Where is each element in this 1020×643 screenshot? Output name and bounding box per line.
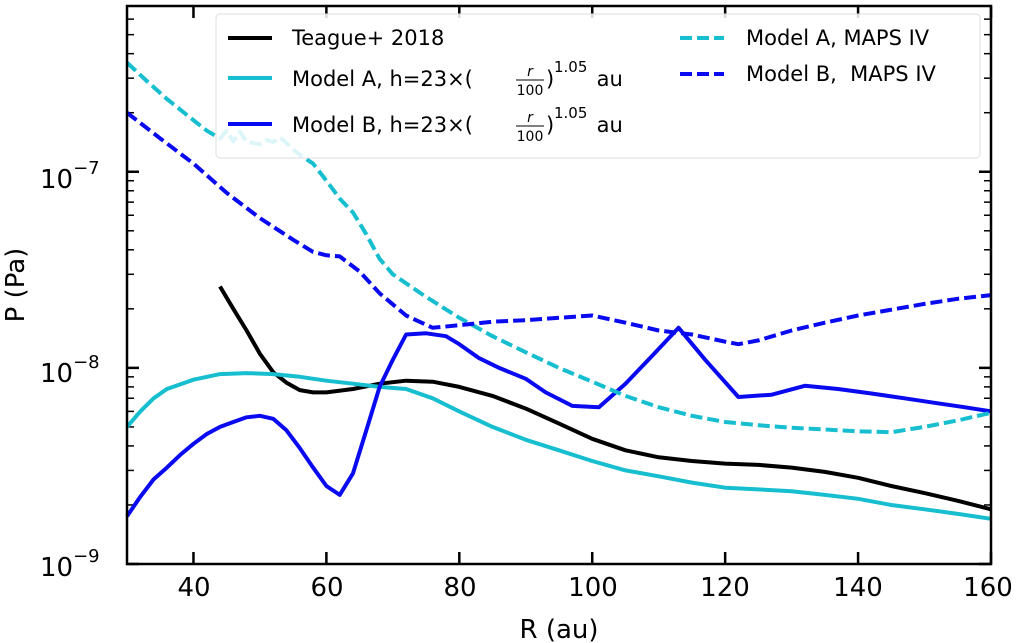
legend-label-model-b-maps: Model B, MAPS IV [746,62,937,86]
series-line-2 [125,325,992,518]
legend-exp-b: 1.05 [554,104,587,122]
x-tick-label: 140 [833,573,883,603]
x-tick-label: 120 [700,573,750,603]
legend-label-model-a-suffix: au [590,67,623,91]
legend-frac-num-b: r [527,110,534,126]
legend-exp-a: 1.05 [554,58,587,76]
plot-frame [125,4,993,566]
y-tick-label-1e-7: 10−7 [40,158,100,195]
legend-label-teague: Teague+ 2018 [291,26,444,50]
legend-box [215,13,981,159]
y-tick-label-1e-8: 10−8 [40,352,100,389]
legend-entry-model-a-maps: Model A, MAPS IV [680,26,930,50]
series-line-0 [218,285,992,512]
legend-entry-model-b: Model B, h=23×( r 100 ) 1.05 au [228,104,623,145]
series-line-4 [125,111,992,347]
legend-paren-b: ) [546,113,554,137]
legend-frac-den-a: 100 [517,83,544,99]
legend-label-model-a-prefix: Model A, h=23×( [292,67,473,91]
x-axis-label: R (au) [519,615,598,643]
legend-frac-num-a: r [527,64,534,80]
legend-label-model-b-suffix: au [590,113,623,137]
x-tick-label: 160 [963,573,1013,603]
y-axis-label: P (Pa) [1,248,31,323]
x-tick-label: 60 [310,573,343,603]
legend-entry-model-b-maps: Model B, MAPS IV [680,62,937,86]
x-tick-labels: 40 60 80 100 120 140 160 [177,573,1012,603]
legend-entry-teague: Teague+ 2018 [228,26,444,50]
series-line-1 [125,371,992,521]
legend-label-model-a-maps: Model A, MAPS IV [746,26,930,50]
legend-entry-model-a: Model A, h=23×( r 100 ) 1.05 au [228,58,623,99]
x-tick-label: 80 [443,573,476,603]
y-tick-label-1e-9: 10−9 [40,546,100,583]
legend-label-model-b-prefix: Model B, h=23×( [292,113,473,137]
series-layer [125,61,992,521]
x-tick-label: 100 [568,573,618,603]
y-tick-labels: 10−9 10−8 10−7 [40,158,100,583]
legend-frac-den-b: 100 [517,129,544,145]
x-tick-label: 40 [177,573,210,603]
legend: Teague+ 2018 Model A, h=23×( r 100 ) 1.0… [215,13,981,159]
legend-paren-a: ) [546,67,554,91]
